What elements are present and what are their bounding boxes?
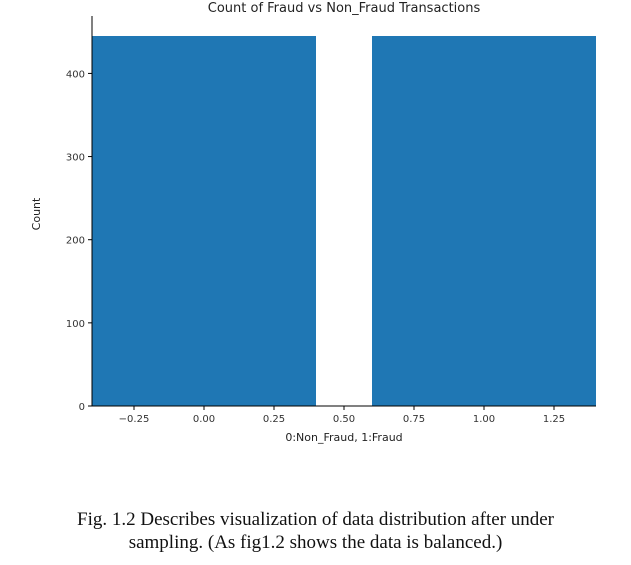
y-tick-label: 0 xyxy=(79,402,85,413)
x-tick-label: 0.75 xyxy=(403,414,425,425)
x-tick-label: 0.50 xyxy=(333,414,355,425)
figure-caption: Fig. 1.2 Describes visualization of data… xyxy=(0,508,631,554)
x-tick-label: 1.25 xyxy=(543,414,565,425)
x-tick-label: 0.00 xyxy=(193,414,215,425)
y-axis-label: Count xyxy=(30,197,43,230)
x-tick-label: −0.25 xyxy=(119,414,150,425)
caption-line-1: Fig. 1.2 Describes visualization of data… xyxy=(77,509,554,530)
x-tick-label: 1.00 xyxy=(473,414,495,425)
x-tick-label: 0.25 xyxy=(263,414,285,425)
y-tick-label: 100 xyxy=(66,319,85,330)
bar-chart: Count of Fraud vs Non_Fraud Transactions… xyxy=(30,1,596,444)
y-tick-label: 200 xyxy=(66,236,85,247)
y-tick-label: 300 xyxy=(66,153,85,164)
y-tick-label: 400 xyxy=(66,69,85,80)
x-axis-label: 0:Non_Fraud, 1:Fraud xyxy=(285,431,402,444)
bar-1 xyxy=(372,36,596,406)
chart-title: Count of Fraud vs Non_Fraud Transactions xyxy=(208,1,481,16)
caption-line-2: sampling. (As fig1.2 shows the data is b… xyxy=(128,532,503,553)
bar-0 xyxy=(92,36,316,406)
